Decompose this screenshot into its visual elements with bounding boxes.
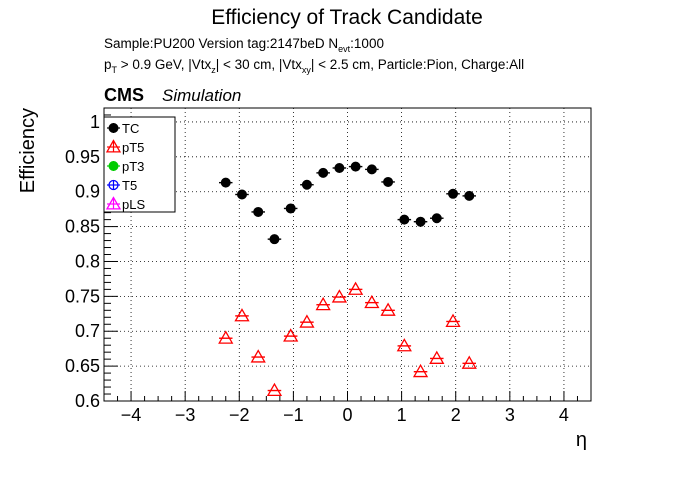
y-axis-ticks: 0.6 0.65 0.7 0.75 0.8 0.85 0.9 0.95 1: [65, 107, 118, 411]
data-point: [380, 302, 396, 316]
data-point: [269, 234, 280, 245]
data-point: [318, 167, 329, 178]
legend-label: TC: [122, 121, 139, 136]
y-tick-label: 0.85: [65, 217, 100, 237]
data-point: [334, 162, 345, 173]
data-point: [383, 176, 394, 187]
data-point: [429, 350, 445, 364]
cuts-info-line: pT > 0.9 GeV, |Vtxz| < 30 cm, |Vtxxy| < …: [104, 57, 524, 75]
legend-entry-pt5: pT5: [105, 139, 144, 155]
legend-marker: [108, 161, 119, 171]
data-point: [299, 314, 315, 328]
legend-label: T5: [122, 178, 137, 193]
pt-subscript: T: [112, 65, 118, 75]
data-point: [301, 179, 312, 190]
x-axis-ticks: −4 −3 −2 −1 0 1 2 3 4: [103, 391, 592, 425]
data-point: [331, 289, 348, 303]
data-point: [396, 338, 412, 352]
legend-marker: [108, 179, 119, 191]
nevt-subscript: evt: [338, 44, 351, 54]
legend-entry-tc: TC: [107, 121, 139, 136]
pt-symbol: p: [104, 57, 112, 72]
legend-entry-pt3: pT3: [107, 159, 144, 174]
legend: TC pT5 pT3 T5 pLS: [103, 116, 176, 213]
y-tick-label: 0.8: [75, 251, 100, 271]
data-point: [250, 349, 266, 363]
x-tick-label: 3: [505, 405, 515, 425]
chart-title: Efficiency of Track Candidate: [211, 6, 483, 29]
xy-subscript: xy: [302, 65, 312, 75]
legend-entry-t5: T5: [107, 178, 137, 193]
data-point: [220, 177, 231, 188]
legend-entries: TC pT5 pT3 T5 pLS: [105, 121, 145, 212]
data-point: [412, 363, 429, 378]
cuts-text-c: | < 2.5 cm, Particle:Pion, Charge:All: [311, 57, 524, 72]
sample-info-text: Sample:PU200 Version tag:2147beD N: [104, 36, 338, 51]
legend-label: pT5: [122, 140, 144, 155]
data-point: [366, 164, 377, 175]
axes: [103, 107, 592, 402]
y-tick-label: 0.75: [65, 286, 100, 306]
x-tick-label: 2: [451, 405, 461, 425]
data-point: [464, 190, 475, 201]
data-point: [415, 216, 426, 227]
data-point: [445, 313, 461, 327]
legend-marker: [108, 123, 119, 133]
x-tick-label: −2: [229, 405, 250, 425]
y-axis-label: Efficiency: [17, 108, 39, 193]
data-point: [285, 203, 296, 214]
grid-lines: [104, 108, 591, 402]
y-tick-label: 0.7: [75, 321, 100, 341]
data-point: [461, 355, 477, 369]
legend-entry-pls: pLS: [105, 196, 145, 212]
data-point: [364, 294, 380, 309]
plot-frame: [103, 107, 592, 402]
x-tick-label: −4: [121, 405, 142, 425]
cuts-text-a: > 0.9 GeV, |Vtx: [117, 57, 211, 72]
legend-label: pT3: [122, 159, 144, 174]
data-point: [350, 161, 361, 172]
series-pt5: [218, 281, 477, 397]
x-tick-label: 4: [559, 405, 569, 425]
x-axis-label: η: [576, 429, 587, 451]
data-point: [218, 330, 234, 344]
data-point: [347, 281, 364, 295]
y-tick-label: 0.6: [75, 391, 100, 411]
cms-label: CMS: [104, 85, 144, 105]
x-tick-label: −1: [283, 405, 304, 425]
data-point: [236, 189, 247, 200]
data-point: [448, 188, 459, 199]
sample-info-line: Sample:PU200 Version tag:2147beD Nevt:10…: [104, 36, 384, 54]
nevt-value: :1000: [350, 36, 384, 51]
legend-marker: [105, 139, 122, 153]
series-tc: [218, 161, 477, 245]
data-point: [399, 214, 410, 225]
data-point: [431, 213, 442, 224]
z-subscript: z: [211, 65, 216, 75]
y-tick-label: 0.9: [75, 182, 100, 202]
legend-marker: [105, 196, 122, 210]
x-tick-label: 0: [342, 405, 352, 425]
simulation-label: Simulation: [162, 86, 241, 105]
legend-label: pLS: [122, 197, 145, 212]
x-tick-label: 1: [397, 405, 407, 425]
y-tick-label: 1: [90, 112, 100, 132]
x-tick-label: −3: [175, 405, 196, 425]
y-tick-label: 0.95: [65, 147, 100, 167]
data-series: [218, 161, 477, 397]
y-tick-label: 0.65: [65, 356, 100, 376]
data-point: [253, 206, 264, 217]
data-point: [315, 296, 331, 311]
data-point: [266, 382, 283, 397]
cuts-text-b: | < 30 cm, |Vtx: [216, 57, 302, 72]
data-point: [234, 308, 250, 322]
data-point: [283, 328, 299, 342]
